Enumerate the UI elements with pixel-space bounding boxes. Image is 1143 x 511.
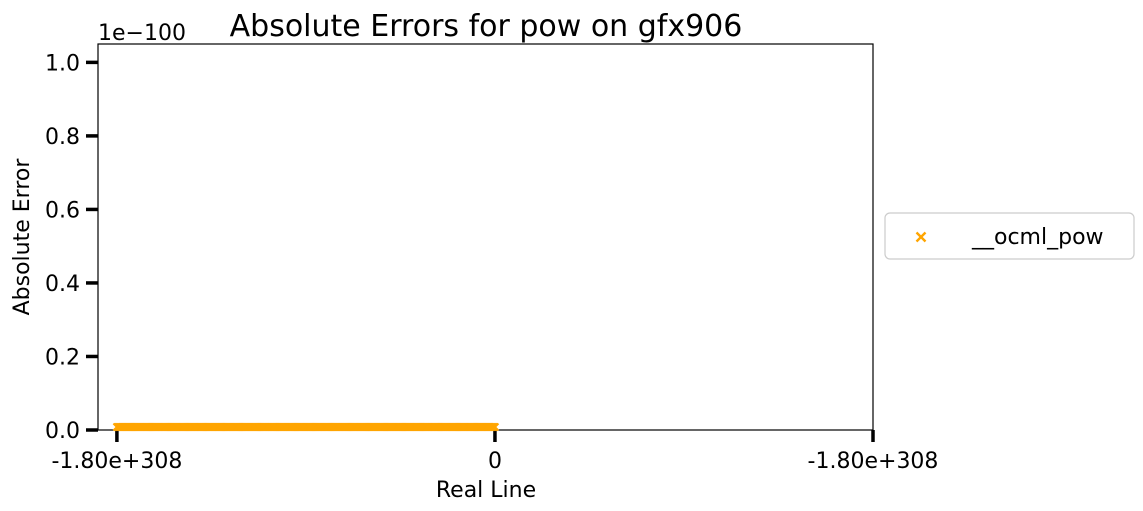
x-tick-label: 0 (488, 449, 502, 474)
chart-title: Absolute Errors for pow on gfx906 (230, 9, 743, 44)
y-tick-label: 0.8 (45, 125, 80, 150)
y-tick-label: 0.6 (45, 198, 80, 223)
x-ticks: -1.80e+308 0 -1.80e+308 (51, 430, 938, 474)
legend-marker (915, 231, 927, 243)
series-layer (112, 422, 500, 432)
legend: __ocml_pow (884, 212, 1135, 260)
y-tick-label: 0.2 (45, 345, 80, 370)
x-axis-label: Real Line (436, 478, 536, 503)
legend-marker-x (915, 231, 927, 243)
y-ticks: 0.0 0.2 0.4 0.6 0.8 1.0 (45, 51, 98, 444)
y-axis-offset: 1e−100 (98, 21, 186, 46)
y-tick-label: 0.4 (45, 272, 80, 297)
marker-stroke (915, 231, 927, 243)
y-tick-label: 0.0 (45, 419, 80, 444)
legend-box (884, 212, 1135, 260)
y-axis-label: Absolute Error (10, 158, 35, 316)
data-point (490, 422, 500, 432)
y-tick-label: 1.0 (45, 51, 80, 76)
x-tick-label: -1.80e+308 (808, 449, 939, 474)
plot-area (97, 43, 874, 431)
marker-stroke (490, 422, 500, 432)
legend-label: __ocml_pow (971, 225, 1104, 250)
x-tick-label: -1.80e+308 (51, 449, 182, 474)
